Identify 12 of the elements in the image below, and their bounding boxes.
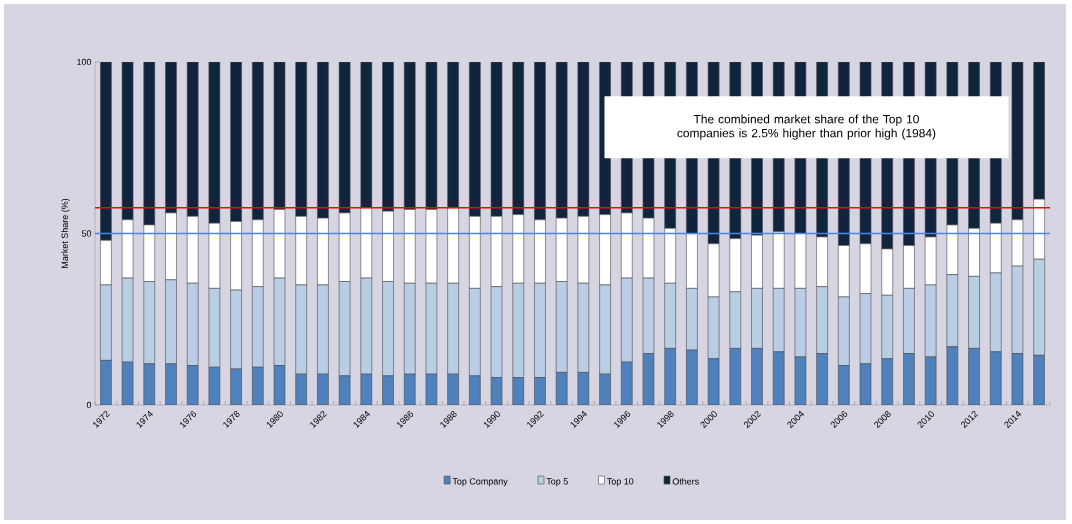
- legend-label: Others: [672, 478, 699, 485]
- y-tick-label: 100: [77, 58, 92, 66]
- y-tick-label: 0: [86, 401, 92, 409]
- bar: [447, 61, 459, 209]
- legend-label: Top Company: [452, 478, 508, 487]
- bar: [360, 61, 373, 209]
- y-axis-title: Market Share (%): [61, 198, 70, 268]
- legend-label: Top 10: [607, 478, 634, 487]
- bar: [1033, 61, 1045, 200]
- y-tick-label: 50: [81, 230, 92, 237]
- annotation: The combined market share of the Top 10 companies is 2.5% higher than prior high (1984): [677, 114, 936, 140]
- legend-label: Top 5: [546, 478, 568, 487]
